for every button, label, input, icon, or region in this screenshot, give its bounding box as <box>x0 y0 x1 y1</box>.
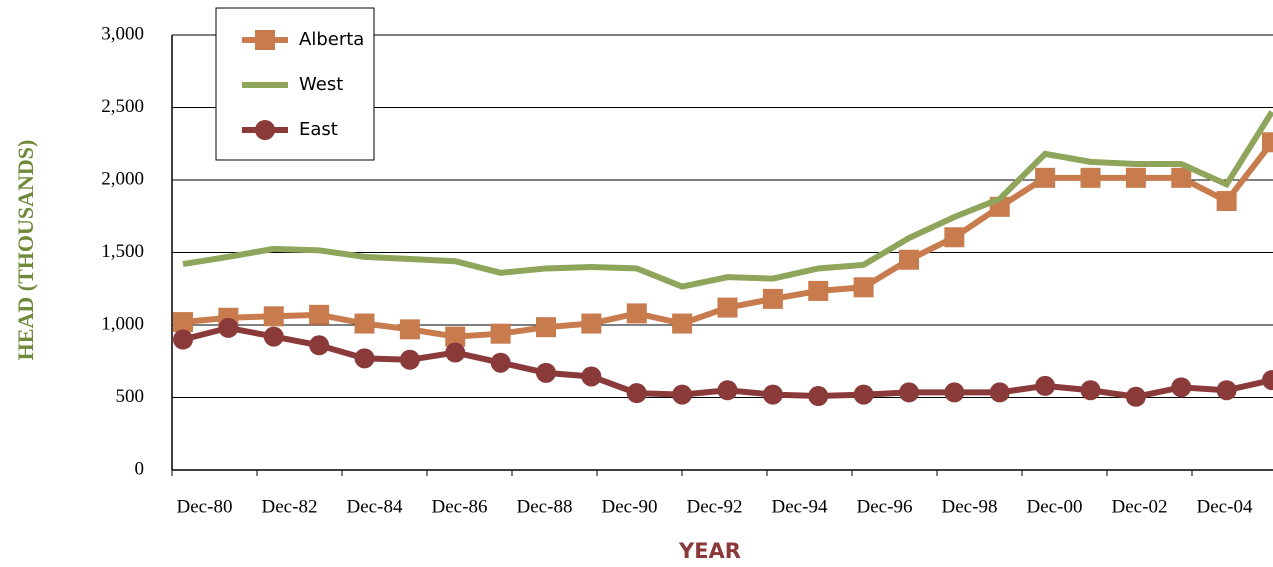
marker <box>309 304 330 325</box>
marker <box>1035 375 1056 396</box>
legend-label: Alberta <box>299 29 364 50</box>
marker <box>989 382 1010 403</box>
y-tick-label: 3,000 <box>101 23 144 44</box>
y-tick-label: 2,000 <box>101 168 144 189</box>
marker <box>1171 167 1192 188</box>
marker <box>536 317 556 338</box>
marker <box>490 352 511 373</box>
marker <box>672 384 693 405</box>
y-tick-label: 1,500 <box>101 241 144 262</box>
marker <box>1035 167 1056 188</box>
x-tick-label: Dec-92 <box>687 496 743 517</box>
x-tick-label: Dec-84 <box>347 496 403 517</box>
marker <box>1262 370 1273 391</box>
marker <box>173 329 193 350</box>
marker <box>263 326 284 347</box>
x-tick-label: Dec-96 <box>857 496 913 517</box>
marker <box>536 362 556 383</box>
x-tick-label: Dec-94 <box>772 496 828 517</box>
x-tick-label: Dec-88 <box>517 496 573 517</box>
marker <box>354 313 375 334</box>
marker <box>445 326 466 347</box>
marker <box>626 303 647 324</box>
marker <box>354 348 375 369</box>
x-tick-label: Dec-00 <box>1027 496 1083 517</box>
marker <box>309 335 330 356</box>
marker <box>490 323 511 344</box>
marker <box>173 312 193 333</box>
y-tick-label: 0 <box>135 458 145 479</box>
marker <box>263 306 284 327</box>
legend-marker <box>255 30 275 50</box>
legend-label: East <box>299 119 338 140</box>
x-tick-label: Dec-80 <box>177 496 233 517</box>
marker <box>399 349 420 370</box>
marker <box>1171 377 1192 398</box>
marker <box>853 384 874 405</box>
marker <box>717 380 738 401</box>
legend-label: West <box>299 74 343 95</box>
marker <box>808 386 829 407</box>
marker <box>626 383 647 404</box>
marker <box>1216 191 1237 212</box>
marker <box>672 313 693 334</box>
marker <box>445 342 466 363</box>
y-axis-title: HEAD (THOUSANDS) <box>13 140 38 361</box>
marker <box>762 288 783 309</box>
y-tick-label: 2,500 <box>101 96 144 117</box>
marker <box>581 366 602 387</box>
marker <box>808 280 829 301</box>
marker <box>218 317 239 338</box>
series-line <box>182 110 1273 290</box>
marker <box>581 313 602 334</box>
legend-marker <box>255 120 275 140</box>
marker <box>762 384 783 405</box>
x-tick-label: Dec-90 <box>602 496 658 517</box>
marker <box>1080 167 1101 188</box>
y-tick-label: 500 <box>116 386 145 407</box>
x-tick-label: Dec-02 <box>1112 496 1168 517</box>
x-tick-label: Dec-04 <box>1197 496 1253 517</box>
marker <box>1125 167 1146 188</box>
x-axis-title: YEAR <box>678 539 741 563</box>
marker <box>944 227 965 248</box>
marker <box>899 249 919 270</box>
y-tick-label: 1,000 <box>101 313 144 334</box>
marker <box>899 382 919 403</box>
marker <box>717 297 738 318</box>
marker <box>1080 380 1101 401</box>
x-tick-label: Dec-82 <box>262 496 318 517</box>
marker <box>1262 132 1273 153</box>
x-tick-label: Dec-86 <box>432 496 488 517</box>
marker <box>853 277 874 298</box>
marker <box>1216 380 1237 401</box>
x-tick-label: Dec-98 <box>942 496 998 517</box>
marker <box>1125 386 1146 407</box>
marker <box>944 382 965 403</box>
marker <box>399 319 420 340</box>
